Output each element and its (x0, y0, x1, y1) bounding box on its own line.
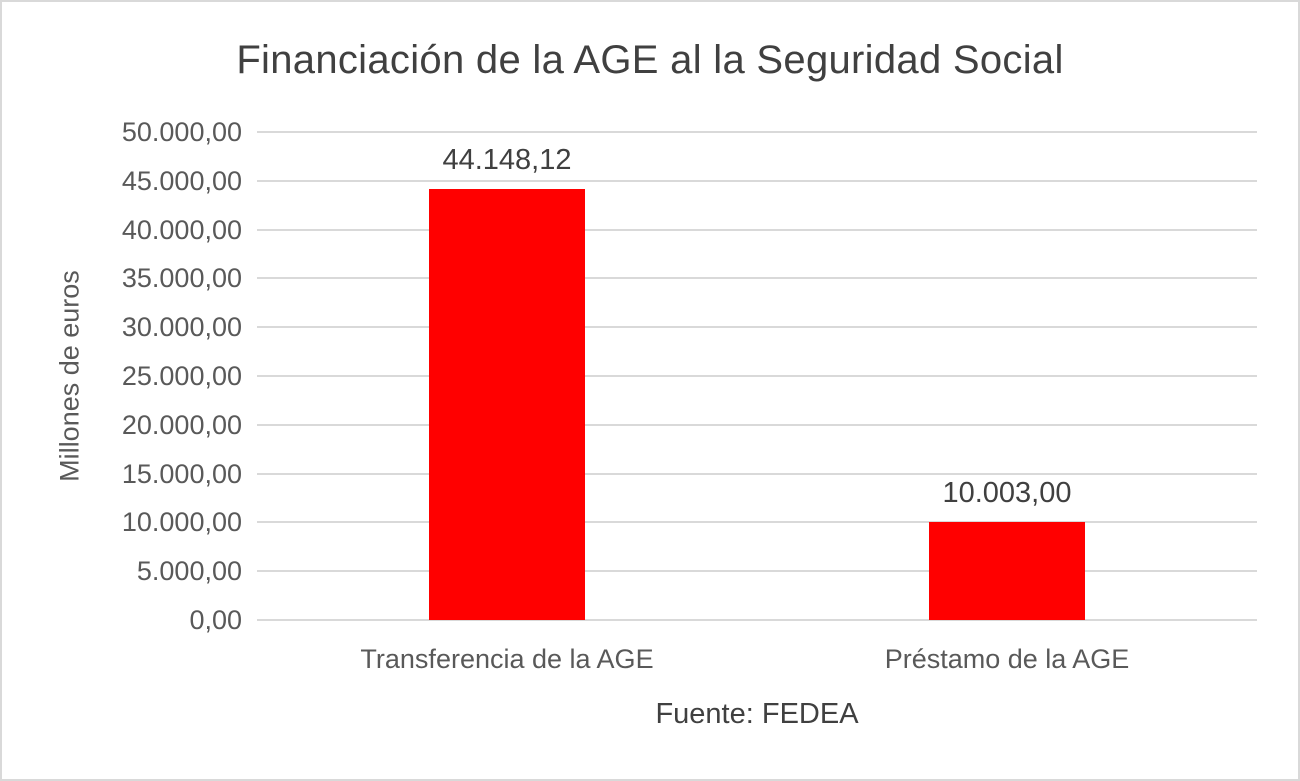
y-tick-label: 50.000,00 (121, 117, 242, 147)
gridline (257, 473, 1257, 475)
y-tick-label: 0,00 (189, 605, 242, 635)
bar (429, 189, 585, 620)
gridline (257, 619, 1257, 621)
gridline (257, 326, 1257, 328)
y-tick-label: 25.000,00 (121, 361, 242, 391)
bar-value-label: 10.003,00 (942, 477, 1072, 509)
gridline (257, 424, 1257, 426)
y-tick-label: 10.000,00 (121, 507, 242, 537)
y-tick-label: 20.000,00 (121, 410, 242, 440)
chart-title: Financiación de la AGE al la Seguridad S… (236, 38, 1064, 82)
x-category-label: Préstamo de la AGE (884, 644, 1130, 674)
gridline (257, 131, 1257, 133)
source-caption: Fuente: FEDEA (655, 698, 859, 730)
plot-area: 44.148,12 10.003,00 (257, 131, 1257, 621)
x-category-label: Transferencia de la AGE (360, 644, 654, 674)
gridline (257, 277, 1257, 279)
gridline (257, 570, 1257, 572)
gridline (257, 375, 1257, 377)
gridline (257, 229, 1257, 231)
y-tick-label: 15.000,00 (121, 459, 242, 489)
gridline (257, 180, 1257, 182)
y-tick-label: 5.000,00 (136, 556, 242, 586)
bar (929, 522, 1085, 620)
y-tick-label: 30.000,00 (121, 312, 242, 342)
y-tick-label: 40.000,00 (121, 215, 242, 245)
y-tick-label: 45.000,00 (121, 166, 242, 196)
bar-value-label: 44.148,12 (442, 144, 572, 176)
gridline (257, 521, 1257, 523)
y-tick-label: 35.000,00 (121, 263, 242, 293)
